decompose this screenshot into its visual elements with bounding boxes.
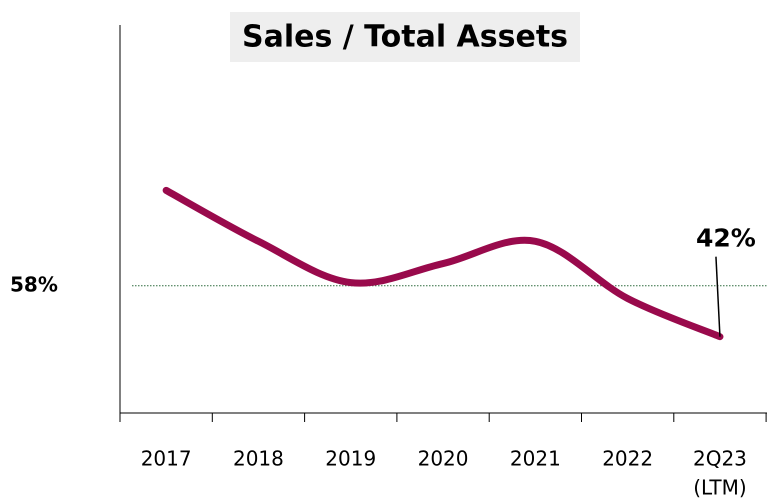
x-tick-sublabel: (LTM): [693, 476, 746, 500]
line-series: [162, 186, 724, 341]
x-tick-label: 2020: [418, 447, 469, 471]
data-label: 42%: [696, 224, 756, 253]
reference-label: 58%: [10, 272, 58, 296]
x-tick-label: 2018: [233, 447, 284, 471]
title-box: [230, 12, 580, 62]
x-tick-label: 2021: [510, 447, 561, 471]
x-tick-label: 2022: [602, 447, 653, 471]
x-tick-label: 2019: [325, 447, 376, 471]
chart-title: Sales / Total Assets: [242, 20, 568, 55]
label-leader: [715, 256, 721, 337]
x-tick-label: 2017: [141, 447, 192, 471]
x-tick-label: 2Q23: [693, 447, 747, 471]
